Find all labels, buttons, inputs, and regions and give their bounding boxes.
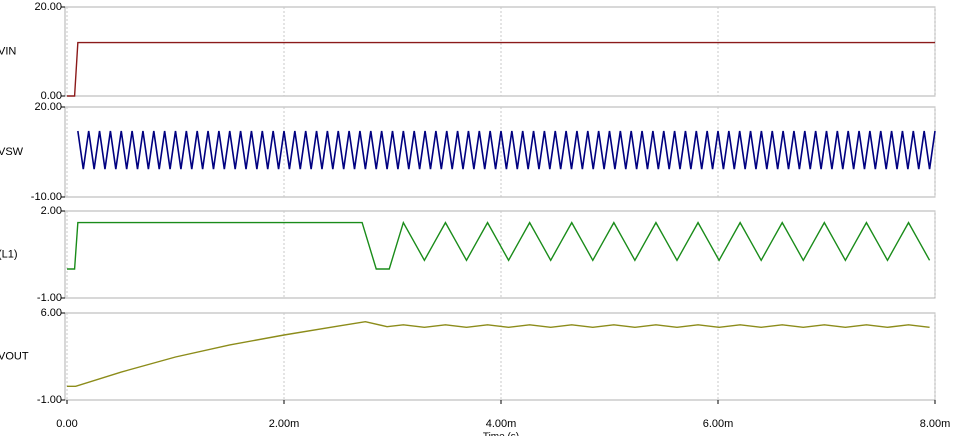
y-tick-label: 0.00 [41, 90, 62, 102]
series-line [77, 130, 936, 170]
panel-frame [64, 106, 936, 198]
y-tick-label: -10.00 [31, 191, 62, 203]
x-tick-label: 8.00m [920, 418, 951, 430]
y-tick-label: 2.00 [41, 205, 62, 217]
series-line [67, 41, 935, 97]
y-tick-label: -1.00 [37, 394, 62, 406]
x-tick-label: 6.00m [703, 418, 734, 430]
series-line [67, 220, 931, 270]
y-tick-label: 20.00 [34, 101, 62, 113]
panel-frame [64, 6, 936, 97]
series-line [67, 320, 930, 388]
x-tick-label: 4.00m [486, 418, 517, 430]
y-axis-label: VSW [0, 146, 24, 158]
panel-frame [64, 312, 936, 401]
y-axis-label: (L1) [0, 248, 18, 260]
y-tick-label: -1.00 [37, 292, 62, 304]
x-tick-label: 2.00m [269, 418, 300, 430]
panel-frame [64, 210, 936, 299]
y-tick-label: 20.00 [34, 1, 62, 13]
y-tick-label: 6.00 [41, 307, 62, 319]
y-axis-label: VOUT [0, 350, 29, 362]
x-tick-label: 0.00 [56, 418, 77, 430]
x-axis-label: Time (s) [483, 432, 519, 436]
y-axis-label: VIN [0, 45, 16, 57]
